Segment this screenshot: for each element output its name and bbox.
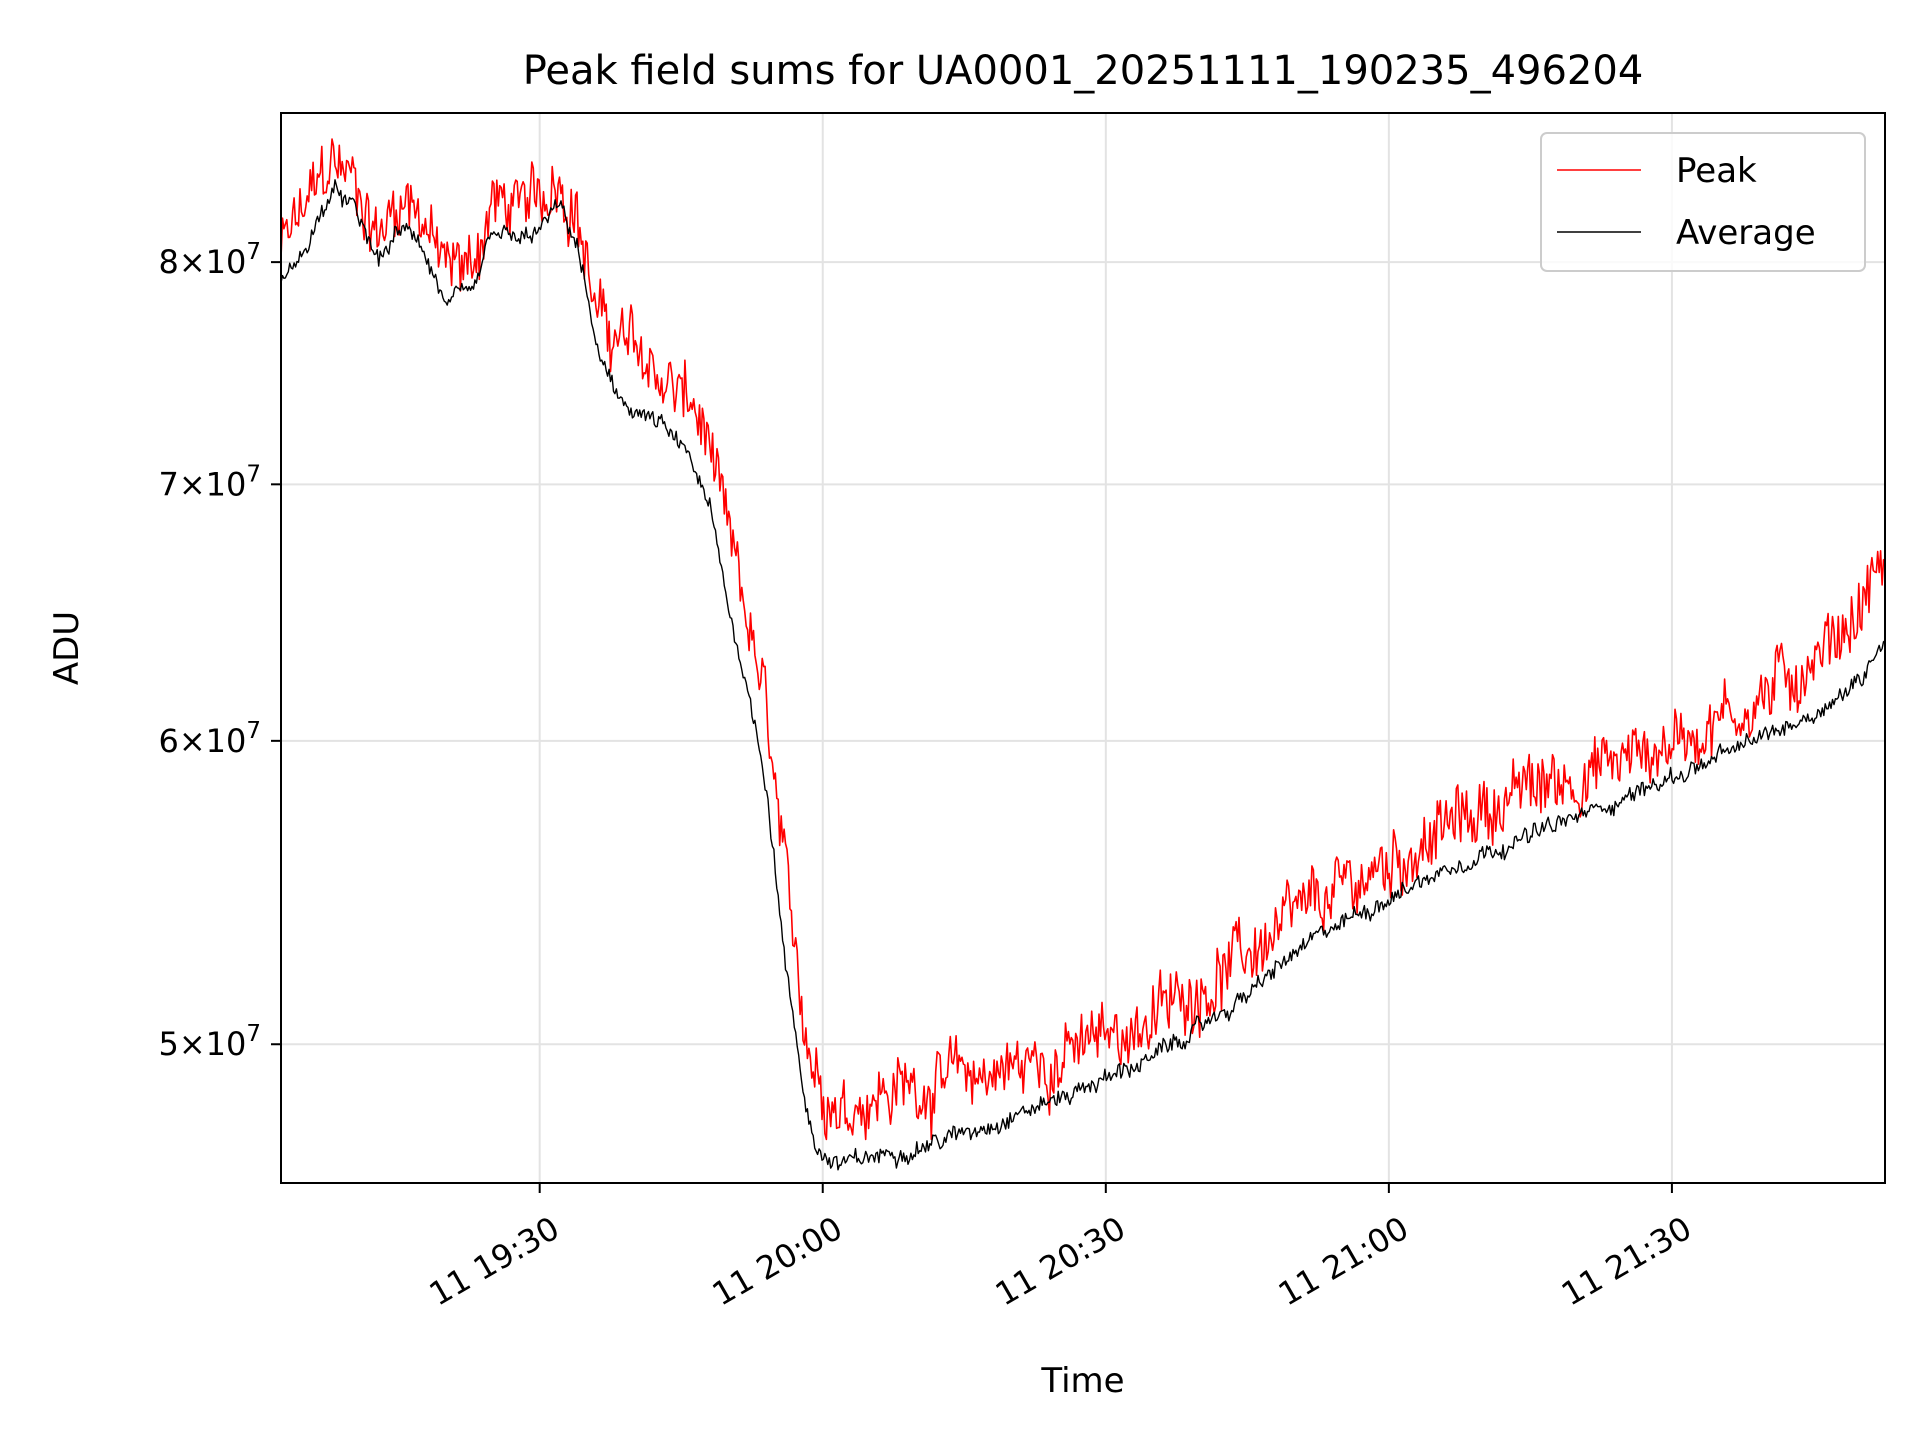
y-tick-label: 6×107 [158,718,261,760]
x-axis-label: Time [1040,1361,1124,1401]
chart-title: Peak field sums for UA0001_20251111_1902… [523,48,1644,94]
y-tick-label: 7×107 [158,461,261,503]
series-line-peak [280,138,1886,1141]
y-tick-label: 8×107 [158,239,261,281]
y-tick-label: 5×107 [158,1021,261,1063]
y-axis-label: ADU [47,611,87,685]
plot-frame [280,112,1886,1184]
legend-box [1540,132,1866,272]
legend-label-peak: Peak [1676,151,1757,191]
series-line-average [280,179,1886,1171]
legend-label-average: Average [1676,213,1816,253]
series-layer [280,138,1886,1171]
legend: Peak Average [1540,132,1866,272]
